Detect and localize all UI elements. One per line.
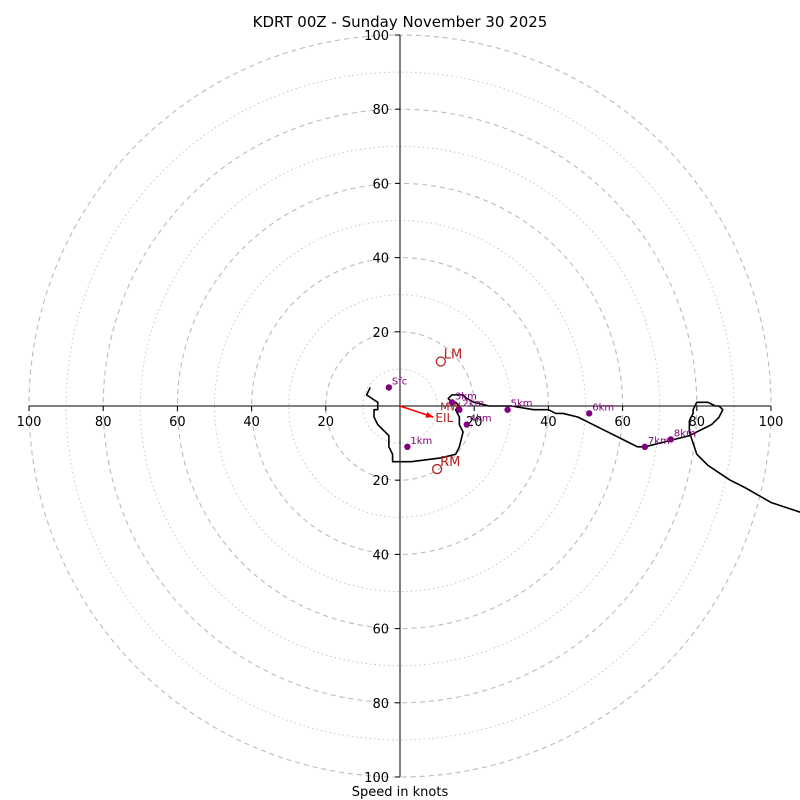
height-marker xyxy=(504,406,511,413)
hodograph-trace xyxy=(365,387,800,513)
y-tick-label: 60 xyxy=(372,623,389,638)
x-tick-label: 60 xyxy=(614,415,631,430)
storm-motion-marker xyxy=(435,356,446,367)
y-tick-label: 40 xyxy=(372,252,389,267)
y-tick-label: 40 xyxy=(372,548,389,563)
x-tick-label: 80 xyxy=(689,415,706,430)
height-label: 1km xyxy=(410,436,432,447)
height-label: 7km xyxy=(648,436,670,447)
x-tick-label: 20 xyxy=(466,415,483,430)
storm-motion-label: MW xyxy=(440,400,460,413)
storm-motion-label: RM xyxy=(440,455,460,470)
y-tick-label: 60 xyxy=(372,177,389,192)
height-marker xyxy=(667,436,675,443)
height-label: 4km xyxy=(470,414,492,425)
height-label: 8km xyxy=(674,428,696,439)
storm-motion-label: LM xyxy=(444,347,462,362)
x-axis-label: Speed in knots xyxy=(352,785,449,800)
height-label: 5km xyxy=(511,399,533,410)
y-tick-label: 80 xyxy=(372,103,389,118)
x-tick-label: 40 xyxy=(243,415,260,430)
height-marker xyxy=(456,406,463,413)
y-tick-label: 100 xyxy=(364,29,389,44)
y-tick-label: 80 xyxy=(372,697,389,712)
height-marker xyxy=(404,443,411,451)
chart-title: KDRT 00Z - Sunday November 30 2025 xyxy=(253,13,548,31)
height-label: 2km xyxy=(462,399,484,410)
effective-inflow-label: EIL xyxy=(435,411,453,425)
y-tick-label: 20 xyxy=(372,326,389,341)
height-marker xyxy=(463,421,470,428)
y-tick-label: 100 xyxy=(364,771,389,786)
x-tick-label: 100 xyxy=(759,415,784,430)
height-label: Sfc xyxy=(392,376,407,387)
storm-motion-marker xyxy=(431,463,443,475)
height-marker xyxy=(641,443,649,451)
height-marker xyxy=(385,384,393,391)
height-marker xyxy=(586,410,593,417)
x-tick-label: 80 xyxy=(95,415,112,430)
x-tick-label: 60 xyxy=(169,415,186,430)
x-tick-label: 20 xyxy=(318,415,335,430)
shear-vector-arrowhead xyxy=(425,411,434,418)
height-marker xyxy=(448,399,456,406)
x-tick-label: 40 xyxy=(540,415,557,430)
y-tick-label: 20 xyxy=(372,474,389,489)
height-label: 6km xyxy=(592,402,614,413)
height-label: 3km xyxy=(455,391,477,402)
x-tick-label: 100 xyxy=(17,415,42,430)
